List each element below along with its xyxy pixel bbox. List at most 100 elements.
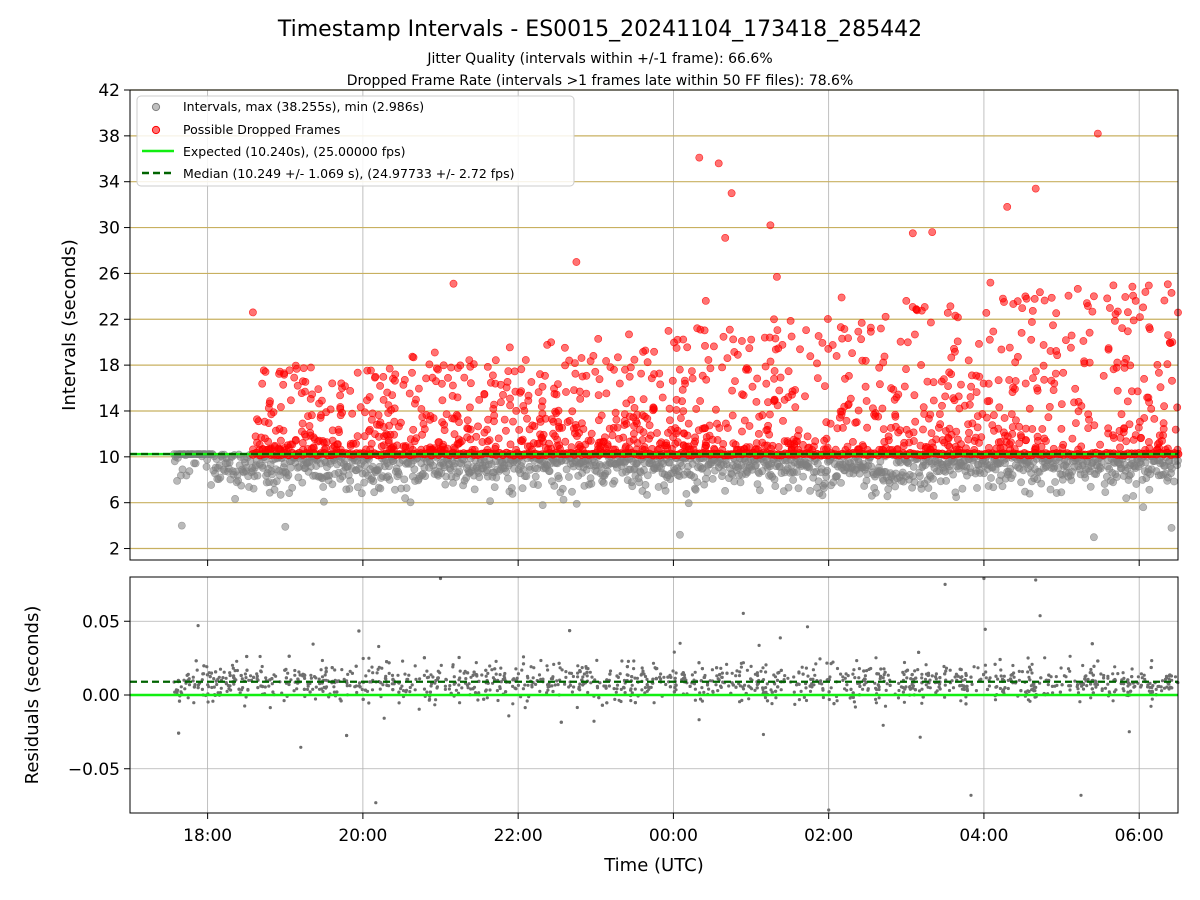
residual-point xyxy=(770,702,774,706)
interval-point xyxy=(891,482,899,491)
residual-point xyxy=(284,676,288,680)
dropped-frame-point xyxy=(480,389,489,398)
interval-point xyxy=(207,481,215,489)
residual-point xyxy=(564,670,568,674)
residual-point xyxy=(1081,663,1085,668)
dropped-frame-point xyxy=(1116,443,1124,452)
interval-point xyxy=(177,521,186,530)
dropped-frame-point xyxy=(702,375,711,384)
residual-point xyxy=(793,702,797,707)
dropped-frame-point xyxy=(630,422,638,430)
dropped-frame-point xyxy=(336,403,345,411)
interval-point xyxy=(929,491,938,500)
residual-point xyxy=(651,677,655,681)
chart-title: Timestamp Intervals - ES0015_20241104_17… xyxy=(277,17,922,42)
residual-point xyxy=(608,669,613,673)
residual-point xyxy=(532,666,536,670)
dropped-frame-point xyxy=(474,422,482,431)
dropped-frame-point xyxy=(505,343,514,352)
residual-point xyxy=(385,683,389,687)
dropped-frame-point xyxy=(636,425,644,434)
interval-point xyxy=(883,492,892,501)
dropped-frame-point xyxy=(1059,368,1068,377)
residual-point xyxy=(187,683,192,687)
dropped-frame-point xyxy=(723,424,732,432)
residual-point xyxy=(1091,691,1095,695)
dropped-frame-point xyxy=(632,445,641,454)
residual-point xyxy=(422,656,426,660)
dropped-frame-point xyxy=(571,359,579,367)
dropped-frame-point xyxy=(356,403,365,412)
dropped-frame-point xyxy=(820,445,828,454)
residual-point xyxy=(482,697,486,701)
interval-point xyxy=(370,488,379,497)
interval-point xyxy=(562,465,571,474)
residual-point xyxy=(293,673,297,677)
dropped-frame-point xyxy=(786,316,795,325)
dropped-frame-point xyxy=(1005,376,1014,384)
dropped-frame-point xyxy=(912,305,921,314)
residual-point xyxy=(1162,686,1167,690)
residual-point xyxy=(581,683,585,687)
residual-point xyxy=(653,666,657,670)
residual-point xyxy=(230,663,235,667)
residual-point xyxy=(700,667,705,671)
dropped-frame-point xyxy=(512,445,520,454)
dropped-frame-point xyxy=(594,334,603,343)
dropped-frame-point xyxy=(1030,294,1039,303)
dropped-frame-point xyxy=(1077,442,1086,451)
residual-point xyxy=(1103,686,1108,690)
dropped-frame-point xyxy=(842,416,851,425)
dropped-frame-point xyxy=(265,399,274,408)
residual-point xyxy=(228,671,232,675)
residual-point xyxy=(913,669,917,673)
residual-point xyxy=(888,683,892,688)
residual-point xyxy=(630,691,634,695)
residual-point xyxy=(209,671,214,675)
dropped-frame-point xyxy=(274,444,283,453)
residual-point xyxy=(205,673,209,677)
residual-point xyxy=(335,690,339,694)
residual-point xyxy=(917,650,921,655)
residual-point xyxy=(883,670,887,674)
residual-point xyxy=(1011,663,1015,668)
dropped-frame-point xyxy=(314,385,323,393)
residual-point xyxy=(377,665,381,669)
dropped-frame-point xyxy=(486,378,495,387)
residual-point xyxy=(1149,704,1153,708)
legend-marker-intervals xyxy=(151,102,161,112)
residual-point xyxy=(861,687,865,691)
residual-point xyxy=(1054,675,1058,679)
residual-point xyxy=(324,686,328,690)
residual-point xyxy=(909,677,913,681)
interval-point xyxy=(402,484,411,492)
residual-point xyxy=(1019,689,1023,693)
residual-point xyxy=(622,685,626,689)
interval-point xyxy=(587,479,596,488)
residual-point xyxy=(1051,691,1055,695)
dropped-frame-point xyxy=(831,445,840,454)
dropped-frame-point xyxy=(1028,318,1036,326)
residual-point xyxy=(841,678,845,683)
dropped-frame-point xyxy=(840,325,849,333)
dropped-frame-point xyxy=(752,397,761,406)
dropped-frame-point xyxy=(444,373,452,382)
residual-point xyxy=(1102,673,1106,678)
residual-point xyxy=(864,681,868,685)
dropped-frame-point xyxy=(900,382,909,391)
dropped-frame-point xyxy=(902,296,911,305)
residual-point xyxy=(196,624,200,628)
dropped-frame-point xyxy=(496,398,505,407)
dropped-frame-point xyxy=(1163,280,1172,289)
residual-point xyxy=(764,686,768,690)
residual-point xyxy=(810,682,814,686)
dropped-frame-point xyxy=(909,428,918,437)
residual-point xyxy=(757,643,761,648)
residual-point xyxy=(404,688,409,692)
residual-point xyxy=(813,673,817,677)
dropped-frame-point xyxy=(747,335,756,344)
interval-point xyxy=(1057,488,1066,497)
residual-point xyxy=(942,664,946,669)
dropped-frame-point xyxy=(988,421,997,429)
residual-point xyxy=(371,671,375,675)
